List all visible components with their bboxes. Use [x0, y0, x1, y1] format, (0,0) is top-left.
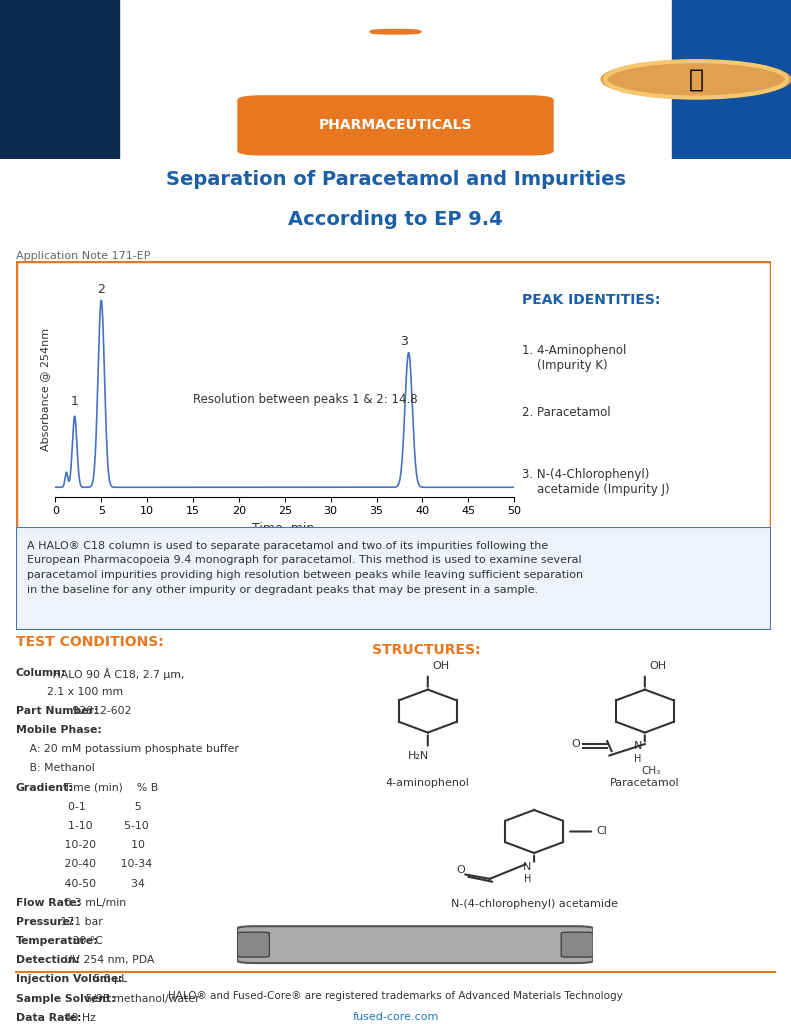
X-axis label: Time, min.: Time, min.	[252, 522, 318, 535]
Text: O: O	[456, 865, 465, 876]
Text: 20-40       10-34: 20-40 10-34	[19, 859, 153, 869]
Text: Part Number:: Part Number:	[16, 706, 98, 716]
Text: 4-aminophenol: 4-aminophenol	[386, 778, 470, 788]
Text: PEAK IDENTITIES:: PEAK IDENTITIES:	[522, 293, 660, 307]
Text: 30 °C: 30 °C	[70, 936, 104, 946]
Text: HALO® and Fused-Core® are registered trademarks of Advanced Materials Technology: HALO® and Fused-Core® are registered tra…	[168, 991, 623, 1001]
Text: H: H	[524, 874, 531, 885]
Text: STRUCTURES:: STRUCTURES:	[372, 643, 480, 657]
Text: CH₃: CH₃	[642, 766, 661, 775]
Text: 171 bar: 171 bar	[57, 916, 103, 927]
Text: Detection:: Detection:	[16, 955, 80, 966]
Text: According to EP 9.4: According to EP 9.4	[288, 211, 503, 229]
FancyBboxPatch shape	[562, 932, 593, 957]
Text: N-(4-chlorophenyl) acetamide: N-(4-chlorophenyl) acetamide	[451, 899, 618, 909]
Text: 2: 2	[97, 283, 105, 296]
Text: PHARMACEUTICALS: PHARMACEUTICALS	[319, 119, 472, 132]
Circle shape	[601, 60, 791, 98]
Text: 40 Hz: 40 Hz	[61, 1013, 96, 1023]
Text: 1-10         5-10: 1-10 5-10	[19, 821, 149, 831]
Text: Data Rate:: Data Rate:	[16, 1013, 81, 1023]
Text: OH: OH	[432, 660, 449, 671]
Text: 92812-602: 92812-602	[70, 706, 132, 716]
FancyBboxPatch shape	[16, 527, 771, 630]
Text: 2.1 x 100 mm: 2.1 x 100 mm	[19, 687, 123, 696]
Text: Injection Volume:: Injection Volume:	[16, 975, 123, 984]
Text: Flow Rate:: Flow Rate:	[16, 898, 81, 907]
Text: 3. N-(4-Chlorophenyl)
    acetamide (Impurity J): 3. N-(4-Chlorophenyl) acetamide (Impurit…	[522, 468, 670, 497]
FancyBboxPatch shape	[237, 926, 593, 963]
Text: Paracetamol: Paracetamol	[610, 778, 679, 788]
Text: 2. Paracetamol: 2. Paracetamol	[522, 407, 611, 419]
Text: Cl: Cl	[596, 826, 607, 837]
Text: Mobile Phase:: Mobile Phase:	[16, 725, 102, 735]
Text: 1. 4-Aminophenol
    (Impurity K): 1. 4-Aminophenol (Impurity K)	[522, 344, 626, 372]
Text: HALO 90 Å C18, 2.7 μm,: HALO 90 Å C18, 2.7 μm,	[48, 668, 184, 680]
Bar	[672, 0, 791, 159]
Text: H₂N: H₂N	[408, 752, 429, 761]
Text: Separation of Paracetamol and Impurities: Separation of Paracetamol and Impurities	[165, 170, 626, 188]
Text: Temperature:: Temperature:	[16, 936, 98, 946]
Text: 0-1              5: 0-1 5	[19, 802, 142, 812]
Text: 3: 3	[400, 335, 408, 348]
Text: Pressure:: Pressure:	[16, 916, 74, 927]
Text: Sample Solvent:: Sample Solvent:	[16, 993, 115, 1004]
Text: N: N	[524, 861, 532, 871]
Text: 0.3 mL/min: 0.3 mL/min	[61, 898, 127, 907]
FancyBboxPatch shape	[237, 95, 554, 156]
Text: 40-50          34: 40-50 34	[19, 879, 146, 889]
Text: A: 20 mM potassium phosphate buffer: A: 20 mM potassium phosphate buffer	[19, 744, 239, 755]
Text: Resolution between peaks 1 & 2: 14.8: Resolution between peaks 1 & 2: 14.8	[193, 393, 418, 407]
Text: N: N	[634, 741, 642, 752]
Text: fused-core.com: fused-core.com	[352, 1012, 439, 1022]
Text: 5.0 μL: 5.0 μL	[90, 975, 127, 984]
Text: 10-20          10: 10-20 10	[19, 840, 146, 850]
Y-axis label: Absorbance @ 254nm: Absorbance @ 254nm	[40, 328, 50, 451]
Text: 5/95 methanol/water: 5/95 methanol/water	[82, 993, 199, 1004]
Text: 1: 1	[70, 395, 78, 408]
Text: UV 254 nm, PDA: UV 254 nm, PDA	[61, 955, 154, 966]
Text: Column:: Column:	[16, 668, 66, 678]
Text: O: O	[572, 739, 581, 749]
FancyBboxPatch shape	[16, 261, 771, 532]
Text: 💊: 💊	[689, 68, 703, 91]
FancyBboxPatch shape	[237, 932, 269, 957]
Text: HALO: HALO	[327, 23, 464, 66]
Text: A HALO® C18 column is used to separate paracetamol and two of its impurities fol: A HALO® C18 column is used to separate p…	[27, 541, 583, 595]
Text: Gradient:: Gradient:	[16, 782, 74, 793]
Text: TEST CONDITIONS:: TEST CONDITIONS:	[16, 635, 164, 649]
Text: Time (min)    % B: Time (min) % B	[57, 782, 158, 793]
Bar	[0, 0, 119, 159]
Text: OH: OH	[649, 660, 666, 671]
Text: ®: ®	[437, 35, 456, 54]
Text: B: Methanol: B: Methanol	[19, 764, 95, 773]
Text: Application Note 171-EP: Application Note 171-EP	[16, 251, 150, 261]
Text: H: H	[634, 754, 642, 764]
